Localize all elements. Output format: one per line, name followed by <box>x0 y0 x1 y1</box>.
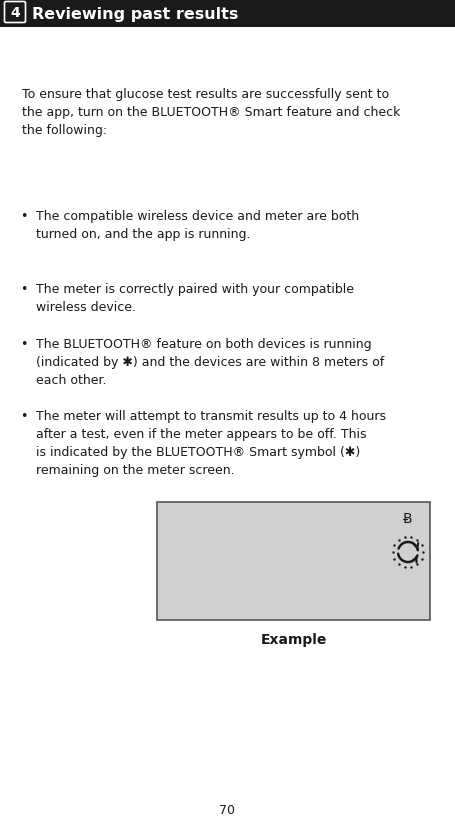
Text: The meter is correctly paired with your compatible
wireless device.: The meter is correctly paired with your … <box>36 282 354 314</box>
Text: To ensure that glucose test results are successfully sent to
the app, turn on th: To ensure that glucose test results are … <box>22 88 400 137</box>
Text: 4: 4 <box>10 6 20 20</box>
Text: The compatible wireless device and meter are both
turned on, and the app is runn: The compatible wireless device and meter… <box>36 209 359 241</box>
Text: •: • <box>20 209 27 223</box>
Text: Example: Example <box>260 633 327 646</box>
Text: Ƀ: Ƀ <box>403 512 413 525</box>
Bar <box>157 503 430 620</box>
Text: The BLUETOOTH® feature on both devices is running
(indicated by ✱) and the devic: The BLUETOOTH® feature on both devices i… <box>36 338 384 387</box>
FancyBboxPatch shape <box>5 2 25 23</box>
Text: •: • <box>20 282 27 296</box>
Text: Reviewing past results: Reviewing past results <box>32 7 238 22</box>
Bar <box>0 0 455 28</box>
Text: •: • <box>20 410 27 422</box>
Text: •: • <box>20 338 27 350</box>
Text: 70: 70 <box>219 803 235 816</box>
Text: The meter will attempt to transmit results up to 4 hours
after a test, even if t: The meter will attempt to transmit resul… <box>36 410 386 476</box>
